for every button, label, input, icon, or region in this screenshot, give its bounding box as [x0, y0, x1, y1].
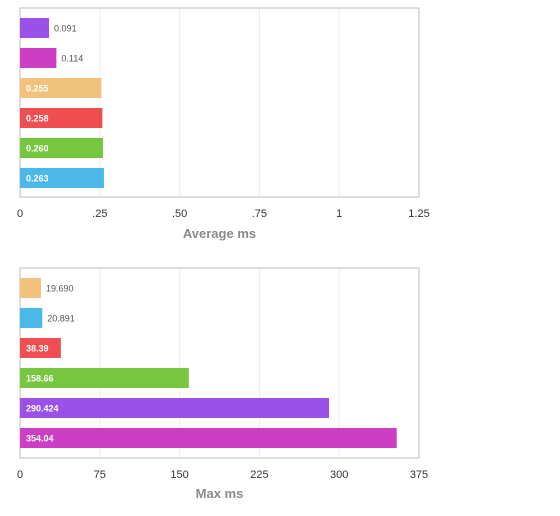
average-ms-bar[interactable]: [20, 78, 102, 98]
average-ms-bar[interactable]: [20, 48, 57, 68]
max-ms-chart: 19.690 20.891 38.39 158.66 290.424 354.04 0 75 1…: [17, 267, 428, 501]
max-ms-tick-label: 300: [330, 469, 348, 481]
max-ms-tick-label: 0: [17, 469, 23, 481]
max-ms-tick-label: 150: [170, 469, 188, 481]
average-ms-bar-value-label: 0.258: [26, 114, 49, 124]
max-ms-bar-value-label: 19.690: [46, 284, 74, 294]
average-ms-axis-title: Average ms: [183, 226, 256, 241]
average-ms-tick-label: .25: [92, 208, 107, 220]
average-ms-tick-label: 1: [336, 208, 342, 220]
max-ms-axis-title: Max ms: [196, 486, 244, 501]
max-ms-bar[interactable]: [20, 338, 61, 358]
max-ms-bar[interactable]: [20, 308, 43, 328]
max-ms-bar[interactable]: [20, 368, 189, 388]
average-ms-bar[interactable]: [20, 138, 103, 158]
average-ms-chart: 0.091 0.114 0.255 0.258 0.260 0.263 0 .25 .50 .75…: [17, 7, 430, 241]
average-ms-bar-value-label: 0.255: [26, 84, 49, 94]
max-ms-plot-frame: [19, 267, 420, 459]
average-ms-bar-value-label: 0.091: [54, 24, 77, 34]
max-ms-bar[interactable]: [20, 428, 397, 448]
max-ms-bar-value-label: 38.39: [26, 344, 49, 354]
max-ms-bar-value-label: 158.66: [26, 374, 54, 384]
max-ms-bar-value-label: 354.04: [26, 434, 54, 444]
average-ms-plot-frame: [19, 7, 420, 198]
average-ms-tick-label: 1.25: [408, 208, 429, 220]
average-ms-bar-value-label: 0.263: [26, 174, 49, 184]
max-ms-bar[interactable]: [20, 398, 330, 418]
max-ms-tick-label: 375: [410, 469, 428, 481]
max-ms-tick-label: 225: [250, 469, 268, 481]
average-ms-bar[interactable]: [20, 168, 104, 188]
average-ms-bar[interactable]: [20, 108, 103, 128]
average-ms-bar-value-label: 0.114: [61, 54, 83, 64]
average-ms-tick-label: .50: [172, 208, 187, 220]
max-ms-bar-value-label: 20.891: [47, 314, 75, 324]
max-ms-bar-value-label: 290.424: [26, 404, 59, 414]
average-ms-bar[interactable]: [20, 18, 50, 38]
max-ms-tick-label: 75: [94, 469, 106, 481]
max-ms-bar[interactable]: [20, 278, 41, 298]
average-ms-tick-label: 0: [17, 208, 23, 220]
average-ms-bar-value-label: 0.260: [26, 144, 49, 154]
average-ms-tick-label: .75: [252, 208, 267, 220]
